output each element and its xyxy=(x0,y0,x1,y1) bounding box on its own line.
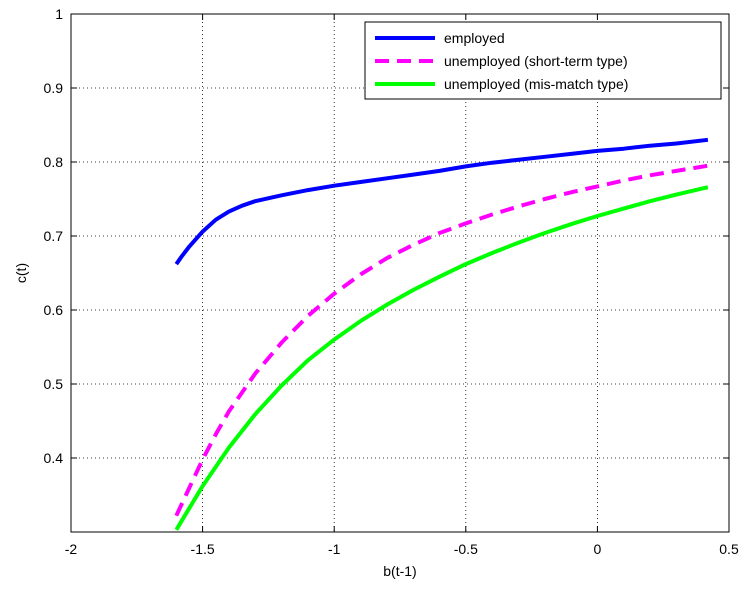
y-tick-label: 0.8 xyxy=(44,154,64,170)
y-axis-label: c(t) xyxy=(13,263,29,283)
y-tick-label: 0.9 xyxy=(44,80,64,96)
series-line-unemployed-mis-match-type xyxy=(174,185,709,531)
legend-label: unemployed (short-term type) xyxy=(444,53,628,69)
series-lines xyxy=(174,137,709,531)
plot-frame xyxy=(70,13,730,533)
x-tick-label: 0.5 xyxy=(719,541,739,557)
series-line-employed xyxy=(174,137,709,266)
axis-ticks: -2 -1.5 -1 -0.5 0 0.5 0.4 0.5 0.6 0.7 0.8 0.9 1 xyxy=(44,6,739,557)
x-tick-label: -1.5 xyxy=(191,541,215,557)
x-tick-label: 0 xyxy=(594,541,602,557)
y-tick-label: 0.5 xyxy=(44,376,64,392)
x-axis-label: b(t-1) xyxy=(383,563,416,579)
legend: employed unemployed (short-term type) unem… xyxy=(364,21,722,100)
legend-label: employed xyxy=(444,30,505,46)
legend-label: unemployed (mis-match type) xyxy=(444,76,628,92)
y-tick-label: 0.7 xyxy=(44,228,64,244)
y-tick-label: 1 xyxy=(55,6,63,22)
y-tick-label: 0.4 xyxy=(44,450,64,466)
x-tick-label: -2 xyxy=(65,541,78,557)
x-tick-label: -0.5 xyxy=(454,541,478,557)
x-tick-label: -1 xyxy=(328,541,341,557)
y-tick-label: 0.6 xyxy=(44,302,64,318)
